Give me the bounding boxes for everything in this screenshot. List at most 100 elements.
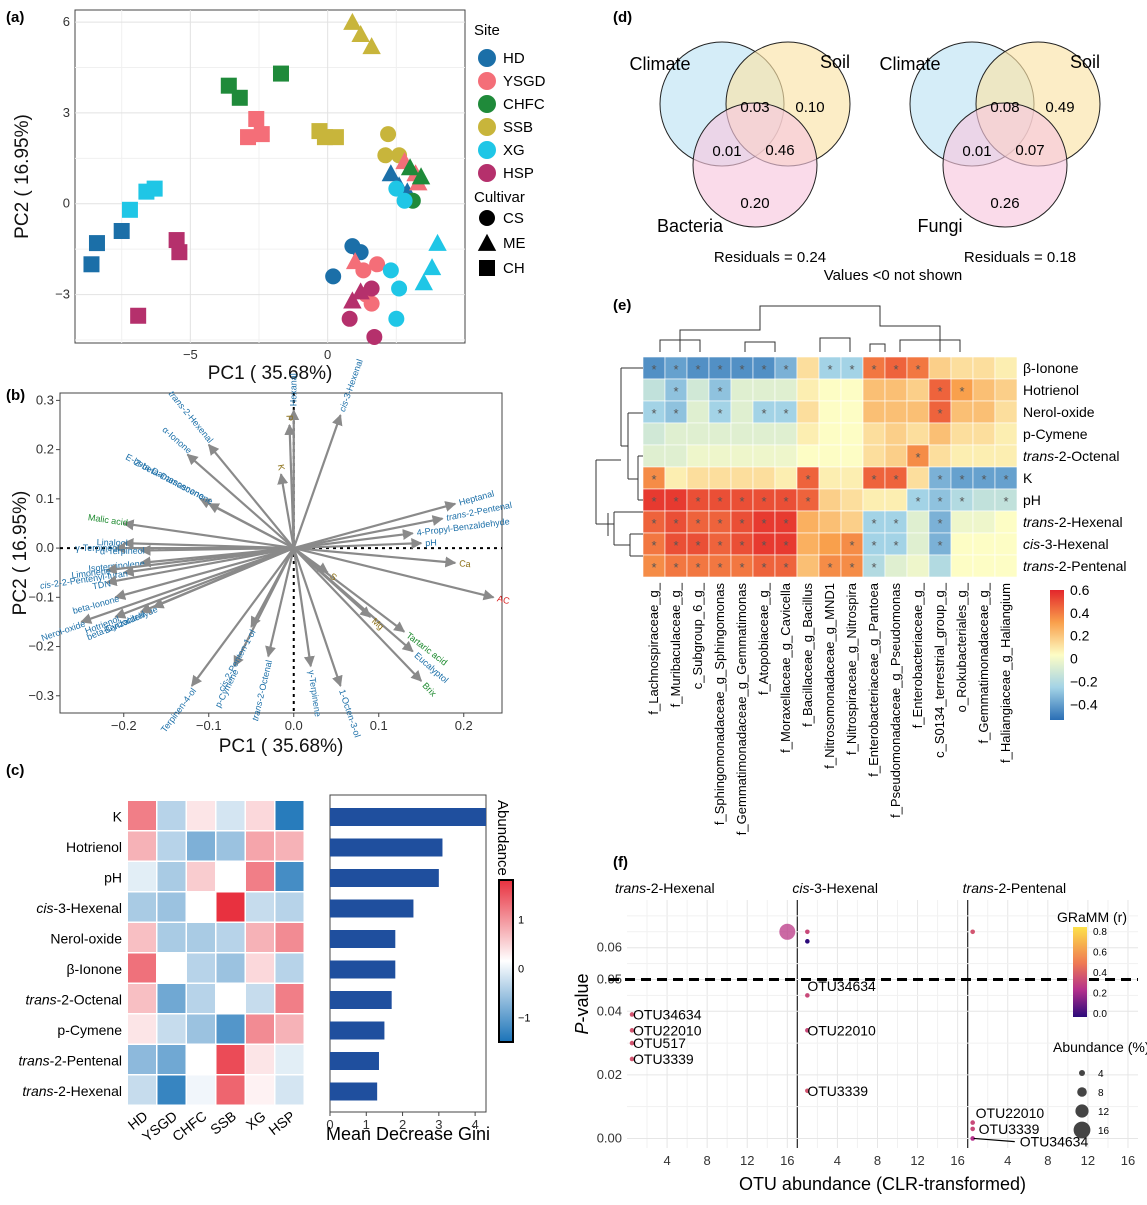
heat-cell <box>906 532 930 556</box>
heat-cell <box>884 554 908 578</box>
heat-cell <box>840 444 864 468</box>
loading-arrow <box>186 453 295 549</box>
heat-cell <box>796 444 820 468</box>
significance-star: * <box>651 538 656 553</box>
heat-cell <box>246 801 274 830</box>
heat-cell <box>246 984 274 1013</box>
plot-frame <box>74 9 466 344</box>
heat-cell <box>157 953 186 983</box>
heat-cell <box>950 444 974 468</box>
loading-arrow <box>284 423 296 549</box>
data-point <box>220 77 237 94</box>
x-tick-label: 12 <box>740 1153 754 1168</box>
vector-label: P <box>284 415 294 421</box>
heat-cell <box>950 510 974 534</box>
heat-cell <box>906 510 930 534</box>
data-point <box>362 37 381 55</box>
col-label: SSB <box>207 1108 239 1138</box>
col-label: f_Nitrosomonadaceae_g_MND1 <box>822 583 837 769</box>
heat-cell <box>928 444 952 468</box>
heat-cell <box>796 510 820 534</box>
data-point <box>341 310 358 327</box>
col-label: c_Subgroup_6_g_ <box>690 582 705 689</box>
pca-scatter-panel: −5 0 −3 0 3 6 PC1 ( 35.68%) PC2 ( 16.95%) SiteHD… <box>12 9 546 384</box>
legend-title-site: Site <box>474 22 500 39</box>
heat-cell <box>796 378 820 402</box>
significance-star: * <box>937 494 942 509</box>
significance-star: * <box>783 494 788 509</box>
bar <box>330 1021 385 1040</box>
heat-cell <box>972 356 996 380</box>
heat-cell <box>950 400 974 424</box>
heat-cell <box>187 892 215 922</box>
heat-cell <box>774 444 798 468</box>
row-label: cis-3-Hexenal <box>1023 536 1109 552</box>
heat-cell <box>246 831 274 861</box>
heat-cell <box>275 801 304 830</box>
data-point <box>366 328 383 345</box>
heat-cell <box>884 378 908 402</box>
venn-set-label: Soil <box>1070 52 1100 72</box>
row-label: K <box>1023 470 1033 486</box>
loading-arrow <box>293 529 414 550</box>
significance-star: * <box>761 406 766 421</box>
significance-star: * <box>937 472 942 487</box>
heat-cell <box>774 466 798 490</box>
heat-cell <box>664 444 688 468</box>
significance-star: * <box>717 560 722 575</box>
panel-label-d: (d) <box>613 9 632 26</box>
x-tick-label: 0 <box>324 347 331 362</box>
loading-arrow <box>292 547 423 682</box>
loading-arrow <box>114 547 295 600</box>
data-point <box>83 256 100 273</box>
bar <box>330 899 414 918</box>
heat-cell <box>994 554 1018 578</box>
colorbar-tick: 0 <box>518 963 524 975</box>
heat-cell <box>752 466 776 490</box>
legend-label: HD <box>503 50 525 67</box>
col-label: f_Atopobiaceae_g_ <box>756 582 771 695</box>
heat-cell <box>906 466 930 490</box>
heat-cell <box>686 466 710 490</box>
heat-cell <box>187 1045 215 1074</box>
data-point <box>805 929 810 935</box>
data-point <box>272 65 289 82</box>
dendrogram-branch <box>614 511 643 546</box>
venn-residuals: Residuals = 0.24 <box>714 249 826 266</box>
legend-title-size: Abundance (%) <box>1053 1039 1147 1055</box>
vector-label: TDN <box>92 578 112 591</box>
bar <box>330 838 443 857</box>
y-tick-label: 3 <box>63 105 70 120</box>
row-label: Nerol-oxide <box>1023 404 1095 420</box>
significance-star: * <box>827 560 832 575</box>
y-tick-label: −0.2 <box>28 639 54 654</box>
venn-panel: Climate Soil Bacteria 0.10 0.03 0.01 0.46 0.20 R… <box>629 41 1101 284</box>
data-point <box>779 923 796 940</box>
significance-star: * <box>915 494 920 509</box>
data-point <box>422 258 442 276</box>
data-point <box>351 282 370 300</box>
data-point <box>253 126 270 143</box>
loading-arrow <box>293 515 444 550</box>
heat-cell <box>818 466 842 490</box>
colorbar-tick: 0.0 <box>1093 1009 1107 1020</box>
heat-cell <box>128 892 156 922</box>
significance-star: * <box>673 516 678 531</box>
colorbar-tick: 0.4 <box>1093 968 1107 979</box>
x-tick-label: 12 <box>910 1153 924 1168</box>
legend-title-color: GRaMM (r) <box>1057 909 1127 925</box>
significance-star: * <box>871 472 876 487</box>
heat-cell <box>840 400 864 424</box>
significance-star: * <box>673 384 678 399</box>
heat-cell <box>862 444 886 468</box>
significance-star: * <box>673 538 678 553</box>
venn-value: 0.49 <box>1045 99 1074 116</box>
row-label: p-Cymene <box>57 1022 122 1038</box>
size-legend-label: 12 <box>1098 1107 1110 1118</box>
heat-cell <box>664 422 688 446</box>
colorbar-tick: 0.8 <box>1093 927 1107 938</box>
significance-star: * <box>717 406 722 421</box>
data-point <box>970 1120 975 1125</box>
data-point <box>388 180 405 197</box>
significance-star: * <box>783 406 788 421</box>
